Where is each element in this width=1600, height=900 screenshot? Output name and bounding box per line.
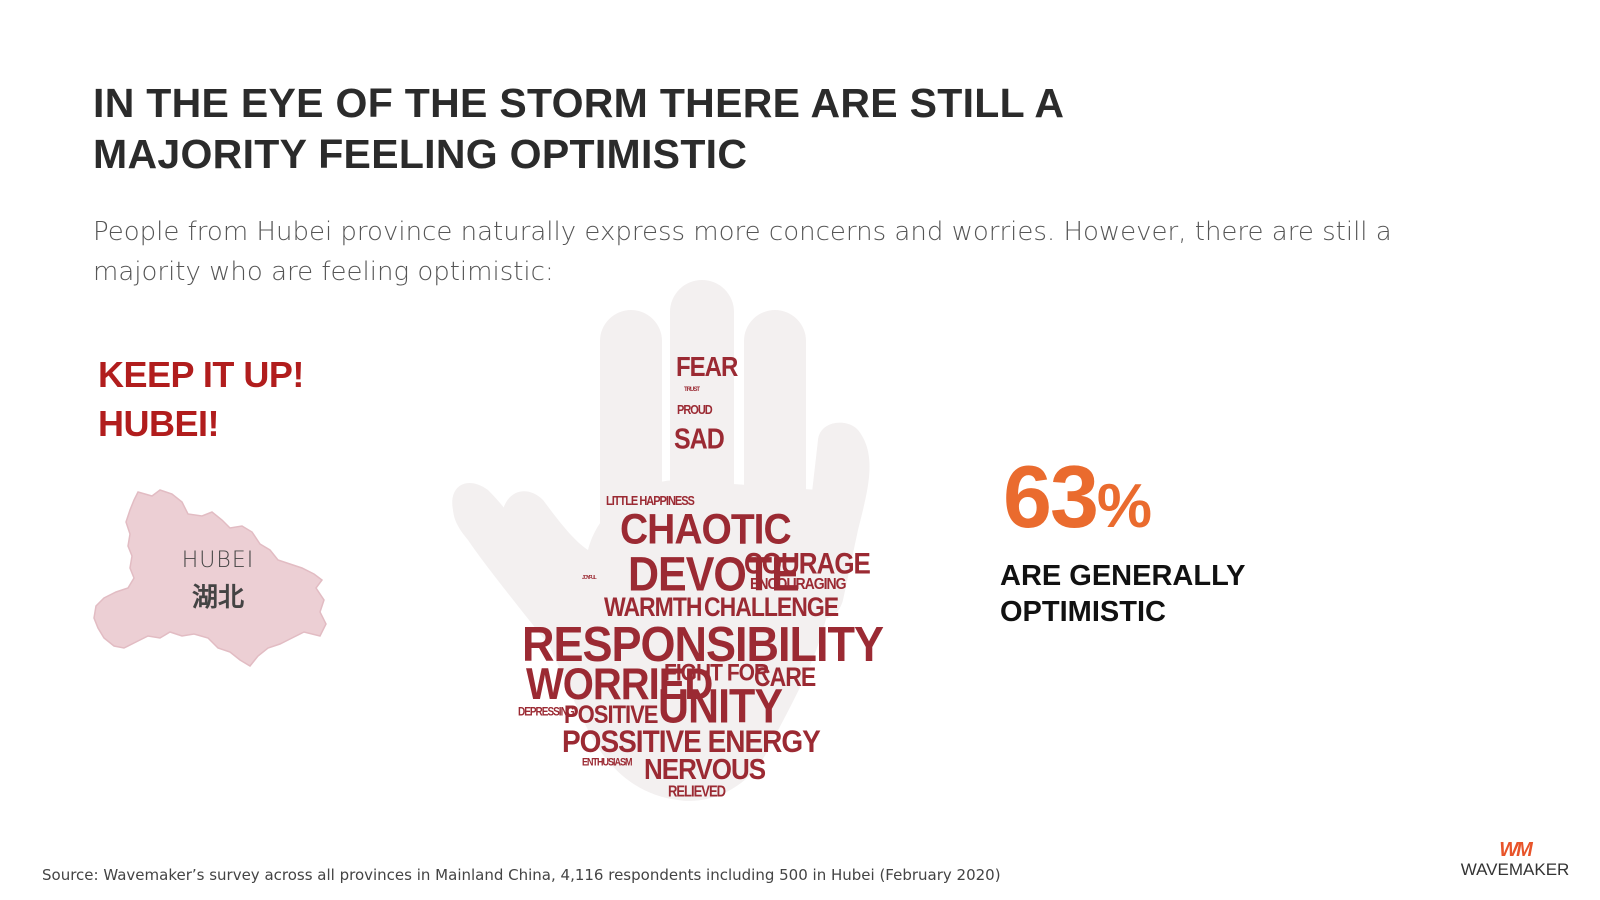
word-courage: COURAGE <box>744 546 871 581</box>
word-possitive-energy: POSSITIVE ENERGY <box>562 724 821 759</box>
word-care: CARE <box>754 662 816 692</box>
page-title-line-1: IN THE EYE OF THE STORM THERE ARE STILL … <box>93 80 1065 126</box>
word-worried: WORRIED <box>526 660 713 710</box>
word-positive: POSITIVE <box>564 700 658 729</box>
map-label-english: HUBEI <box>181 548 255 573</box>
word-sad: SAD <box>674 423 725 456</box>
word-responsibility: RESPONSIBILITY <box>522 616 884 673</box>
word-warmth: WARMTH <box>604 592 702 622</box>
optimism-stat-caption: ARE GENERALLY OPTIMISTIC <box>1000 558 1300 630</box>
source-note: Source: Wavemaker’s survey across all pr… <box>42 866 1001 884</box>
page-title: IN THE EYE OF THE STORM THERE ARE STILL … <box>93 78 1193 180</box>
optimism-stat-caption-line-1: ARE GENERALLY <box>1000 560 1246 592</box>
word-encouraging: ENCOURAGING <box>750 574 847 593</box>
hubei-map: HUBEI 湖北 <box>90 488 340 678</box>
word-depressing: DEPRESSING <box>518 706 575 720</box>
word-joyful: JOYFUL <box>582 575 597 581</box>
optimism-stat: 63% <box>1003 452 1152 552</box>
map-label-chinese: 湖北 <box>191 583 244 613</box>
word-little-happiness: LITTLE HAPPINESS <box>606 494 695 509</box>
hand-word-cloud: FEAR TRUST PROUD SAD LITTLE HAPPINESS CH… <box>448 280 908 820</box>
word-fight-for: FIGHT FOR <box>664 660 769 687</box>
word-proud: PROUD <box>677 403 713 418</box>
hand-silhouette-icon <box>452 280 870 801</box>
wavemaker-logo: WM WAVEMAKER <box>1455 840 1575 886</box>
page-subtitle: People from Hubei province naturally exp… <box>93 217 1392 287</box>
word-fear: FEAR <box>676 352 738 384</box>
word-enthusiasm: ENTHUSIASM <box>582 756 633 768</box>
optimism-stat-unit: % <box>1096 472 1152 541</box>
hubei-map-shape <box>93 489 327 667</box>
logo-mark: WM <box>1499 839 1533 861</box>
slogan-line-2: HUBEI! <box>98 403 219 444</box>
map-label: HUBEI 湖北 <box>168 548 268 614</box>
word-challenge: CHALLENGE <box>704 592 839 622</box>
word-relieved: RELIEVED <box>668 782 726 800</box>
word-trust: TRUST <box>684 387 700 393</box>
logo-name: WAVEMAKER <box>1460 860 1570 879</box>
optimism-stat-caption-line-2: OPTIMISTIC <box>1000 596 1166 628</box>
optimism-stat-value: 63 <box>1003 447 1099 546</box>
word-nervous: NERVOUS <box>644 752 766 786</box>
page-title-line-2: MAJORITY FEELING OPTIMISTIC <box>93 131 748 177</box>
word-unity: UNITY <box>658 680 783 734</box>
slogan: KEEP IT UP! HUBEI! <box>98 350 304 448</box>
word-chaotic: CHAOTIC <box>620 506 792 554</box>
slogan-line-1: KEEP IT UP! <box>98 354 304 395</box>
word-devote: DEVOTE <box>628 548 800 602</box>
